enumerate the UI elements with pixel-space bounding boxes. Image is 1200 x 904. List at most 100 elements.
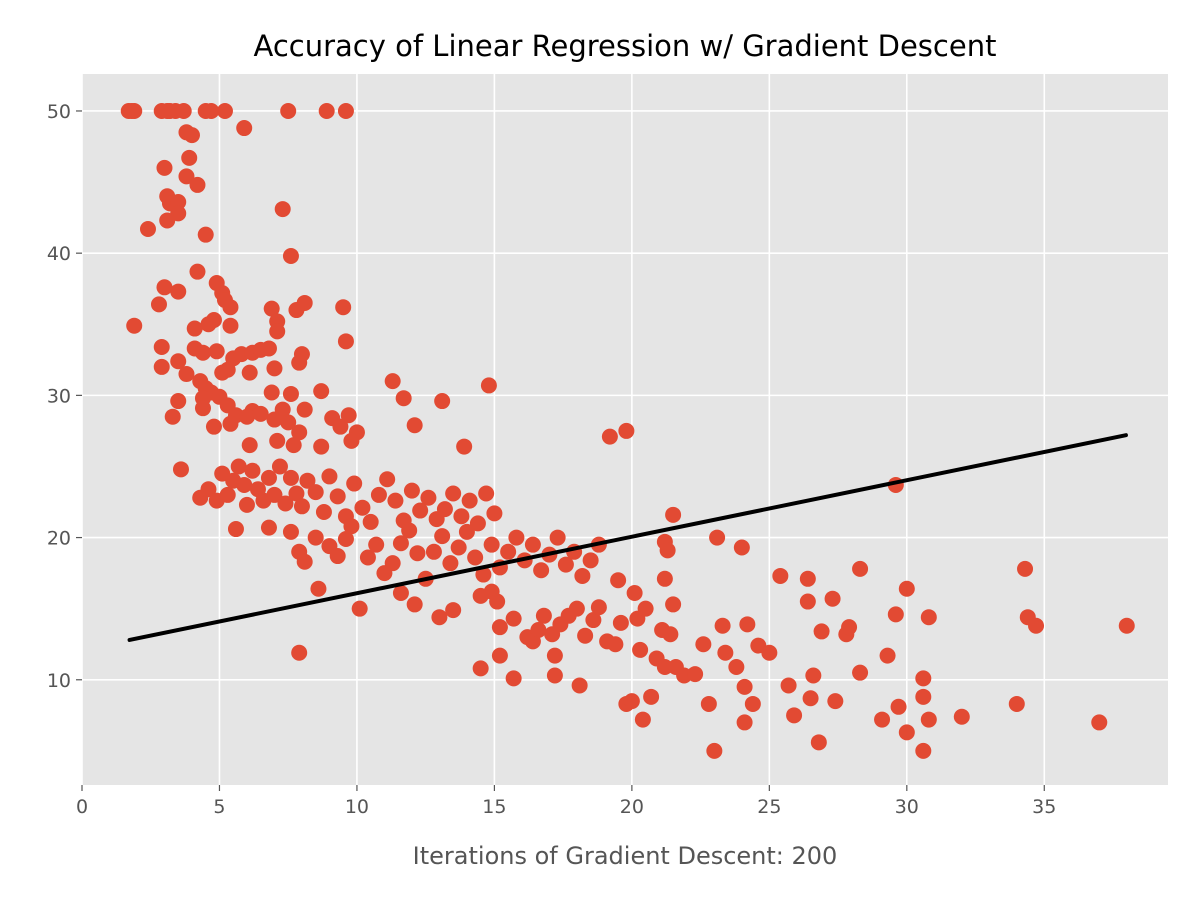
scatter-points (120, 102, 1135, 759)
data-point (618, 422, 635, 439)
data-point (392, 585, 409, 602)
data-point (263, 384, 280, 401)
data-point (387, 492, 404, 509)
data-point (736, 678, 753, 695)
data-point (887, 606, 904, 623)
data-point (915, 742, 932, 759)
data-point (739, 616, 756, 633)
data-point (219, 361, 236, 378)
data-point (736, 714, 753, 731)
data-point (170, 353, 187, 370)
data-point (335, 299, 352, 316)
data-point (269, 432, 286, 449)
data-point (557, 556, 574, 573)
data-point (222, 415, 239, 432)
data-point (546, 647, 563, 664)
data-point (178, 168, 195, 185)
data-point (805, 667, 822, 684)
data-point (189, 176, 206, 193)
data-point (164, 408, 181, 425)
data-point (467, 549, 484, 566)
data-point (285, 437, 302, 454)
data-point (230, 458, 247, 475)
data-point (802, 690, 819, 707)
data-point (384, 555, 401, 572)
data-point (170, 193, 187, 210)
data-point (700, 695, 717, 712)
data-point (175, 102, 192, 119)
data-point (269, 323, 286, 340)
data-point (241, 364, 258, 381)
data-point (610, 572, 627, 589)
data-point (296, 401, 313, 418)
x-tick-label: 35 (1032, 796, 1056, 818)
data-point (156, 279, 173, 296)
data-point (203, 102, 220, 119)
data-point (200, 481, 217, 498)
data-point (582, 552, 599, 569)
data-point (216, 102, 233, 119)
data-point (329, 548, 346, 565)
data-point (637, 600, 654, 617)
data-point (332, 418, 349, 435)
data-point (442, 555, 459, 572)
data-point (612, 614, 629, 631)
data-point (351, 600, 368, 617)
data-point (260, 340, 277, 357)
data-point (480, 377, 497, 394)
data-point (431, 609, 448, 626)
data-point (183, 127, 200, 144)
data-point (126, 102, 143, 119)
data-point (291, 354, 308, 371)
data-point (728, 658, 745, 675)
data-point (461, 492, 478, 509)
data-point (533, 562, 550, 579)
data-point (549, 529, 566, 546)
data-point (406, 596, 423, 613)
data-point (337, 333, 354, 350)
x-axis-title: Iterations of Gradient Descent: 200 (413, 842, 838, 870)
x-tick-label: 15 (482, 796, 506, 818)
data-point (337, 102, 354, 119)
data-point (307, 484, 324, 501)
data-point (786, 707, 803, 724)
data-point (189, 263, 206, 280)
data-point (632, 641, 649, 658)
data-point (434, 393, 451, 410)
data-point (370, 486, 387, 503)
data-point (472, 660, 489, 677)
y-tick-label: 30 (47, 385, 71, 407)
data-point (505, 670, 522, 687)
data-point (395, 390, 412, 407)
data-point (717, 644, 734, 661)
data-point (1008, 695, 1025, 712)
data-point (368, 536, 385, 553)
data-point (1118, 617, 1135, 634)
data-point (445, 602, 462, 619)
data-point (665, 596, 682, 613)
data-point (456, 438, 473, 455)
data-point (288, 302, 305, 319)
data-point (436, 501, 453, 518)
data-point (483, 536, 500, 553)
data-point (1017, 560, 1034, 577)
y-tick-label: 50 (47, 101, 71, 123)
data-point (915, 688, 932, 705)
data-point (434, 528, 451, 545)
data-point (392, 535, 409, 552)
data-point (590, 599, 607, 616)
data-point (841, 619, 858, 636)
data-point (288, 485, 305, 502)
data-point (241, 437, 258, 454)
data-point (274, 201, 291, 218)
data-point (478, 485, 495, 502)
data-point (530, 622, 547, 639)
data-point (340, 407, 357, 424)
data-point (329, 488, 346, 505)
data-point (313, 383, 330, 400)
data-point (890, 698, 907, 715)
data-point (500, 543, 517, 560)
data-point (535, 607, 552, 624)
data-point (695, 636, 712, 653)
